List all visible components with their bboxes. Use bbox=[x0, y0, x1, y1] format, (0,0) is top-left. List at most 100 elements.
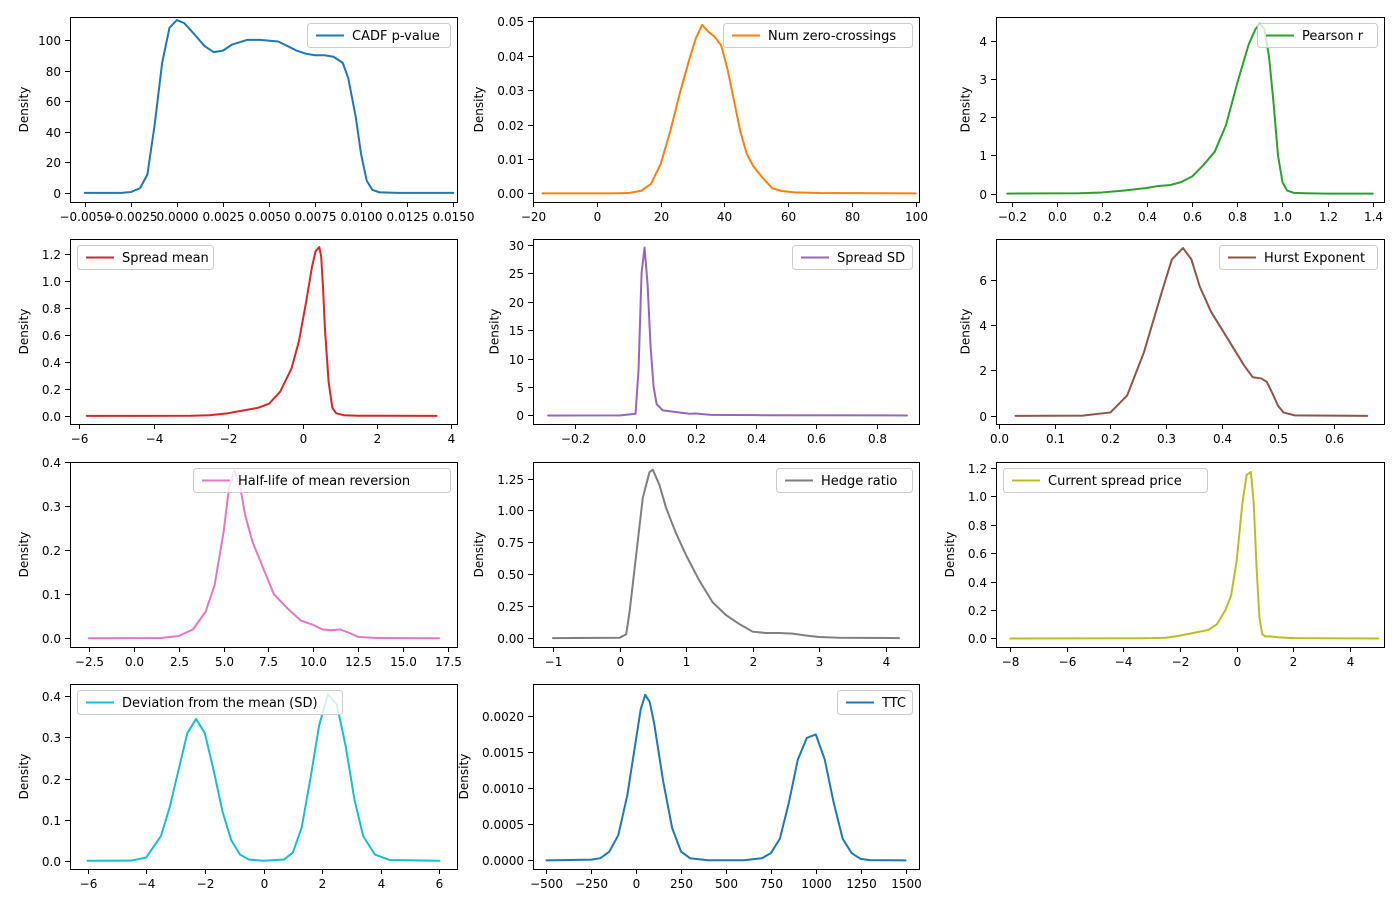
density-curve bbox=[551, 468, 901, 640]
y-axis-label: Density bbox=[17, 532, 31, 578]
chart-panel: −6 −4 −2 0 2 4 6 0.0 0.1 0.2 0.3 0.4 Density Deviatio… bbox=[17, 684, 458, 891]
x-tick-label: −6 bbox=[71, 432, 89, 446]
plot-frame bbox=[533, 239, 920, 425]
y-axis-label: Density bbox=[17, 309, 31, 355]
x-tick-label: 1.2 bbox=[1319, 210, 1338, 224]
y-tick-label: 1.2 bbox=[42, 248, 61, 262]
y-tick-label: 0.05 bbox=[497, 15, 524, 29]
x-tick-label: 4 bbox=[378, 877, 386, 891]
y-axis-label: Density bbox=[457, 754, 471, 800]
x-tick-label: 0.0 bbox=[1048, 210, 1067, 224]
legend-box bbox=[723, 23, 913, 48]
x-tick-label: 40 bbox=[717, 210, 732, 224]
x-tick-label: −4 bbox=[138, 877, 156, 891]
chart-panel: −0.2 0.0 0.2 0.4 0.6 0.8 1.0 1.2 1.4 0 1 2 3 4 Density… bbox=[958, 17, 1385, 224]
x-tick-label: 0.6 bbox=[1325, 432, 1344, 446]
y-tick-label: 0.8 bbox=[968, 519, 987, 533]
y-tick-label: 0.02 bbox=[497, 119, 524, 133]
legend-box bbox=[77, 245, 214, 270]
x-tick-label: 0.5 bbox=[1269, 432, 1288, 446]
density-curve bbox=[87, 469, 441, 640]
y-tick-label: 0.0 bbox=[42, 410, 61, 424]
y-tick-label: 6 bbox=[979, 274, 987, 288]
y-tick-label: 100 bbox=[38, 34, 61, 48]
y-axis-label: Density bbox=[17, 87, 31, 133]
plot-frame bbox=[533, 17, 920, 203]
x-tick-label: 0.0075 bbox=[295, 210, 337, 224]
legend: Spread mean bbox=[77, 245, 214, 270]
y-tick-label: 0.1 bbox=[42, 588, 61, 602]
legend: Pearson r bbox=[1257, 23, 1378, 48]
x-tick-label: 0.1 bbox=[1046, 432, 1065, 446]
legend: Spread SD bbox=[792, 245, 913, 270]
y-tick-label: 40 bbox=[46, 126, 61, 140]
y-tick-label: 0.01 bbox=[497, 153, 524, 167]
x-tick-label: −0.0025 bbox=[105, 210, 157, 224]
x-tick-label: 0.3 bbox=[1157, 432, 1176, 446]
x-tick-label: 60 bbox=[781, 210, 796, 224]
legend-box bbox=[1257, 23, 1378, 48]
density-curve bbox=[1009, 470, 1380, 640]
legend: Deviation from the mean (SD) bbox=[77, 690, 343, 715]
x-tick-label: 0.2 bbox=[687, 432, 706, 446]
y-tick-label: 10 bbox=[509, 353, 524, 367]
x-tick-label: 0.0000 bbox=[157, 210, 199, 224]
plot-frame bbox=[996, 462, 1385, 648]
x-tick-label: −0.2 bbox=[561, 432, 590, 446]
legend-label: Current spread price bbox=[1048, 474, 1182, 489]
x-tick-label: −6 bbox=[1059, 655, 1077, 669]
x-tick-label: 2 bbox=[750, 655, 758, 669]
density-curve bbox=[541, 23, 917, 195]
y-tick-label: 1.00 bbox=[497, 504, 524, 518]
legend: Hurst Exponent bbox=[1219, 245, 1378, 270]
y-tick-label: 0.6 bbox=[42, 329, 61, 343]
x-tick-label: 0.0025 bbox=[203, 210, 245, 224]
legend-label: Hedge ratio bbox=[821, 474, 897, 489]
x-tick-label: 0.0100 bbox=[341, 210, 383, 224]
y-tick-label: 0 bbox=[53, 187, 61, 201]
density-curve bbox=[1014, 247, 1369, 417]
x-tick-label: 0.0150 bbox=[433, 210, 475, 224]
y-tick-label: 0.4 bbox=[42, 690, 61, 704]
y-tick-label: 4 bbox=[979, 35, 987, 49]
x-tick-label: 0.4 bbox=[1213, 432, 1232, 446]
density-curve bbox=[545, 693, 907, 862]
y-tick-label: 15 bbox=[509, 324, 524, 338]
y-tick-label: 25 bbox=[509, 267, 524, 281]
x-tick-label: −500 bbox=[530, 877, 563, 891]
x-tick-label: −0.2 bbox=[998, 210, 1027, 224]
legend-label: Half-life of mean reversion bbox=[238, 474, 410, 489]
y-tick-label: 1.2 bbox=[968, 462, 987, 476]
x-tick-label: 0.0 bbox=[125, 655, 144, 669]
x-tick-label: −4 bbox=[146, 432, 164, 446]
x-tick-label: −8 bbox=[1002, 655, 1020, 669]
y-tick-label: 0.0 bbox=[42, 632, 61, 646]
x-tick-label: 250 bbox=[670, 877, 693, 891]
plot-frame bbox=[996, 17, 1385, 203]
x-tick-label: 2.5 bbox=[170, 655, 189, 669]
legend-label: Spread mean bbox=[122, 251, 209, 266]
y-tick-label: 5 bbox=[516, 381, 524, 395]
x-tick-label: 0 bbox=[633, 877, 641, 891]
y-tick-label: 0.4 bbox=[42, 456, 61, 470]
y-tick-label: 0.2 bbox=[42, 383, 61, 397]
y-tick-label: 20 bbox=[509, 296, 524, 310]
y-tick-label: 0.0 bbox=[968, 632, 987, 646]
x-tick-label: 1000 bbox=[801, 877, 832, 891]
density-curve bbox=[547, 246, 908, 417]
y-tick-label: 2 bbox=[979, 111, 987, 125]
x-tick-label: 20 bbox=[654, 210, 669, 224]
x-tick-label: −20 bbox=[521, 210, 546, 224]
density-curve bbox=[86, 693, 441, 862]
plot-frame bbox=[70, 462, 458, 648]
y-tick-label: 0.3 bbox=[42, 731, 61, 745]
legend-box bbox=[776, 468, 913, 493]
x-tick-label: 0 bbox=[594, 210, 602, 224]
y-axis-label: Density bbox=[472, 87, 486, 133]
legend-label: TTC bbox=[881, 696, 906, 711]
x-tick-label: 4 bbox=[883, 655, 891, 669]
chart-panel: −8 −6 −4 −2 0 2 4 0.0 0.2 0.4 0.6 0.8 1.0 1.2 Density C… bbox=[943, 462, 1385, 669]
y-tick-label: 30 bbox=[509, 239, 524, 253]
